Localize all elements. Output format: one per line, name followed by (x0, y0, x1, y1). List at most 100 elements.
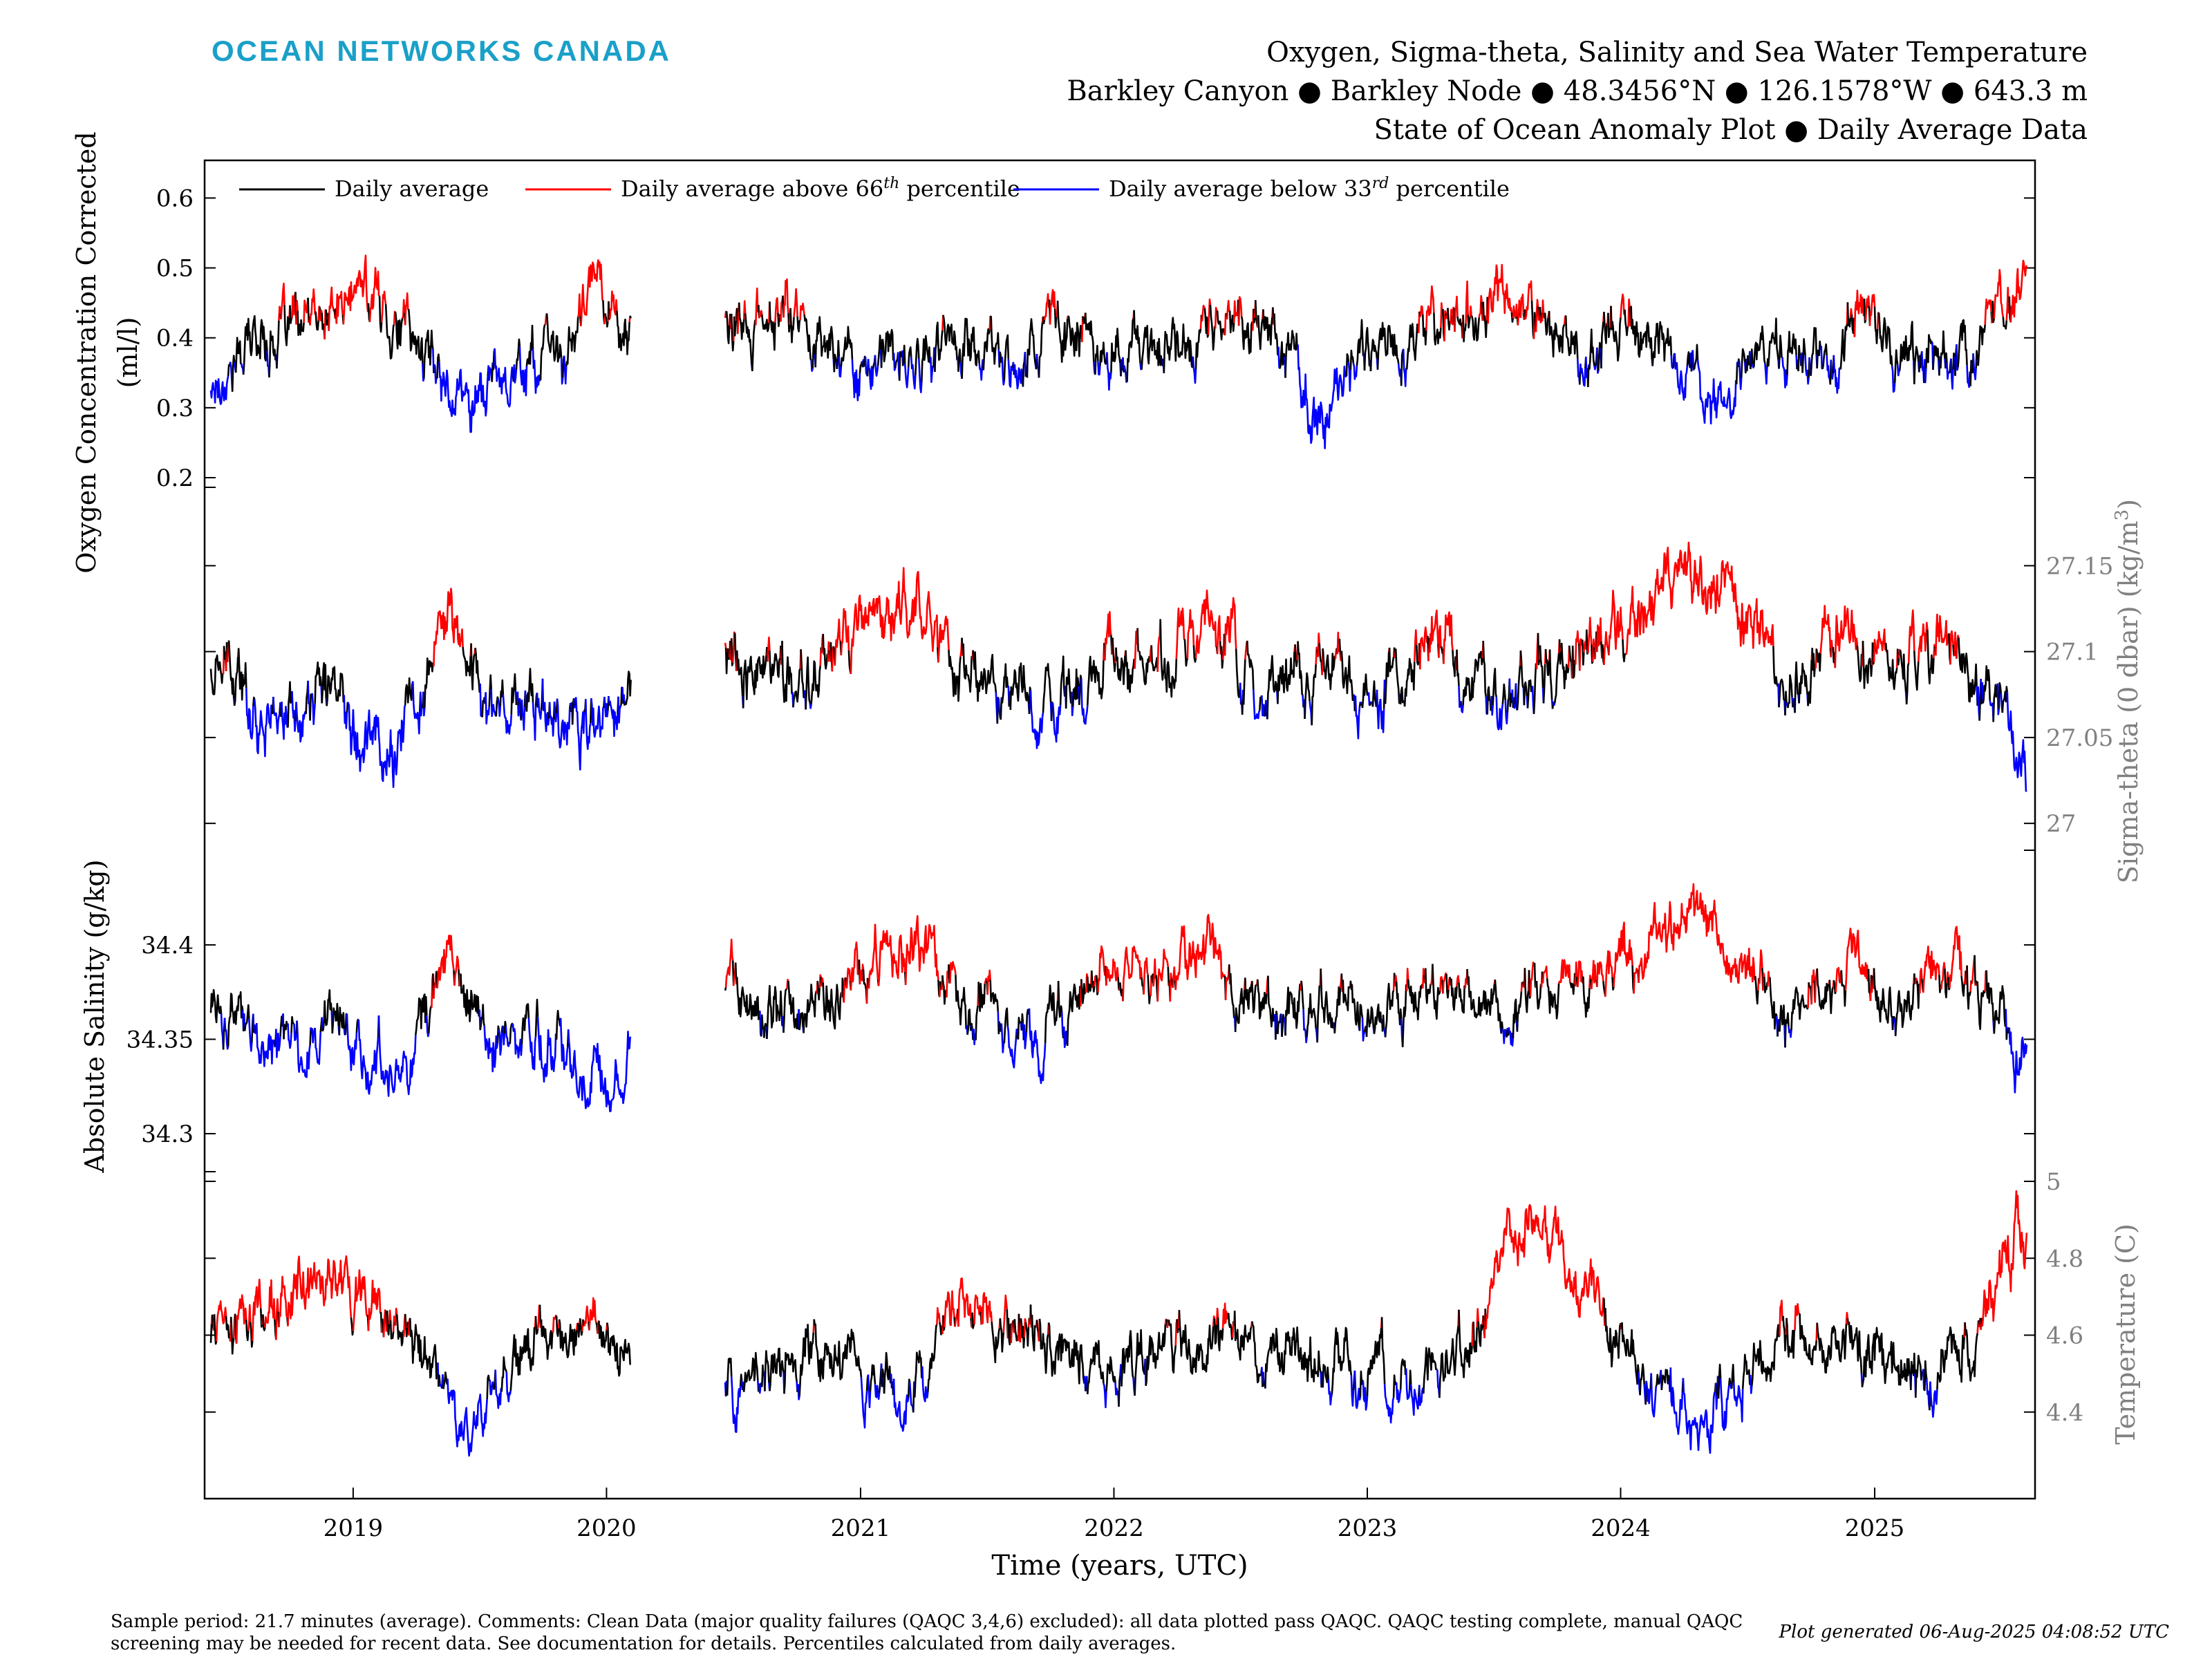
series-line-temperature (534, 1315, 539, 1335)
series-line-salinity (314, 1027, 321, 1065)
series-line-salinity (1737, 947, 1756, 984)
series-line-salinity (1300, 980, 1304, 1010)
series-line-sigma (1784, 691, 1788, 715)
series-line-salinity (1425, 968, 1432, 1004)
series-line-temperature (1669, 1367, 1684, 1435)
series-line-oxygen (438, 362, 489, 433)
series-line-temperature (1221, 1302, 1230, 1329)
series-line-sigma (1297, 641, 1304, 696)
series-line-salinity (1057, 981, 1063, 1018)
onc-logo: OCEAN NETWORKS CANADA (212, 35, 671, 67)
series-line-salinity (955, 975, 968, 1029)
series-line-oxygen (1738, 360, 1743, 391)
series-line-salinity (1638, 883, 1739, 983)
series-line-sigma (724, 642, 727, 648)
series-line-oxygen (1993, 269, 2005, 319)
series-line-salinity (377, 1015, 417, 1097)
series-line-sigma (1856, 645, 1864, 682)
series-line-salinity (1512, 998, 1518, 1039)
series-line-oxygen (1670, 355, 1674, 369)
series-line-temperature (1331, 1327, 1353, 1395)
series-line-temperature (1732, 1382, 1744, 1423)
series-line-salinity (724, 938, 734, 988)
series-line-sigma (1462, 652, 1481, 705)
series-line-sigma (1315, 646, 1318, 665)
series-line-temperature (262, 1314, 266, 1331)
series-line-sigma (1429, 609, 1439, 653)
x-tick-label: 2025 (1845, 1515, 1905, 1542)
series-line-oxygen (1003, 334, 1010, 381)
series-line-sigma (1913, 650, 1920, 691)
series-line-oxygen (793, 288, 798, 317)
series-line-oxygen (1110, 328, 1121, 373)
series-line-sigma (287, 681, 293, 728)
title-line-3: State of Ocean Anomaly Plot ● Daily Aver… (1374, 114, 2088, 146)
series-line-sigma (1138, 650, 1151, 686)
x-tick-label: 2024 (1591, 1515, 1651, 1542)
series-line-oxygen (518, 346, 528, 397)
series-line-salinity (355, 1018, 359, 1033)
series-line-salinity (816, 981, 821, 1001)
legend-entry: Daily average (335, 176, 489, 202)
series-line-temperature (577, 1322, 581, 1338)
series-line-salinity (904, 915, 939, 985)
series-line-salinity (1833, 980, 1837, 995)
series-line-salinity (209, 988, 223, 1024)
series-line-temperature (1405, 1368, 1411, 1400)
series-line-oxygen (803, 314, 812, 361)
series-line-oxygen (982, 328, 991, 371)
series-line-oxygen (1067, 315, 1083, 357)
series-line-sigma (1933, 644, 1936, 659)
series-line-salinity (1762, 972, 1765, 991)
series-line-sigma (1460, 701, 1464, 713)
series-line-oxygen (1443, 310, 1447, 341)
series-line-salinity (1541, 965, 1548, 984)
series-line-salinity (521, 1017, 525, 1045)
series-line-sigma (1419, 626, 1429, 670)
series-line-sigma (1486, 686, 1490, 715)
series-line-sigma (1414, 629, 1418, 662)
series-line-sigma (1516, 666, 1521, 711)
series-line-oxygen (1624, 309, 1629, 337)
series-line-sigma (735, 650, 744, 697)
series-line-temperature (264, 1279, 276, 1328)
series-line-oxygen (1821, 343, 1828, 370)
series-line-oxygen (1693, 344, 1699, 370)
series-line-oxygen (1419, 305, 1424, 317)
x-tick-label: 2019 (324, 1515, 384, 1542)
series-line-oxygen (1519, 293, 1525, 318)
series-line-temperature (1741, 1353, 1752, 1389)
series-line-temperature (1327, 1379, 1333, 1406)
series-line-oxygen (609, 290, 618, 319)
series-line-temperature (555, 1315, 560, 1338)
series-line-oxygen (1975, 350, 1978, 369)
y-tick-label: 0.2 (156, 465, 194, 492)
series-line-temperature (1645, 1380, 1651, 1405)
series-line-oxygen (903, 363, 910, 388)
series-line-oxygen (1207, 298, 1212, 335)
series-line-temperature (1213, 1318, 1218, 1345)
series-line-oxygen (1969, 359, 1973, 386)
series-line-sigma (1087, 655, 1105, 706)
series-line-sigma (346, 702, 349, 713)
series-line-salinity (1384, 982, 1395, 1038)
series-line-temperature (252, 1278, 262, 1341)
series-line-oxygen (1515, 303, 1519, 319)
series-line-temperature (215, 1300, 227, 1342)
series-line-oxygen (280, 282, 285, 319)
series-line-salinity (1229, 973, 1236, 1019)
series-line-sigma (1104, 610, 1112, 661)
series-line-temperature (1438, 1326, 1459, 1398)
series-line-sigma (1552, 702, 1556, 706)
series-line-salinity (1966, 965, 1971, 1010)
series-line-sigma (1953, 631, 1957, 657)
series-line-temperature (352, 1269, 369, 1331)
series-line-temperature (275, 1298, 279, 1340)
series-line-temperature (1178, 1310, 1215, 1375)
series-line-salinity (1828, 980, 1835, 1015)
series-line-sigma (1523, 681, 1528, 706)
series-line-salinity (1333, 986, 1342, 1033)
series-line-oxygen (1469, 306, 1472, 317)
series-line-sigma (521, 700, 526, 731)
series-line-salinity (428, 1005, 433, 1033)
